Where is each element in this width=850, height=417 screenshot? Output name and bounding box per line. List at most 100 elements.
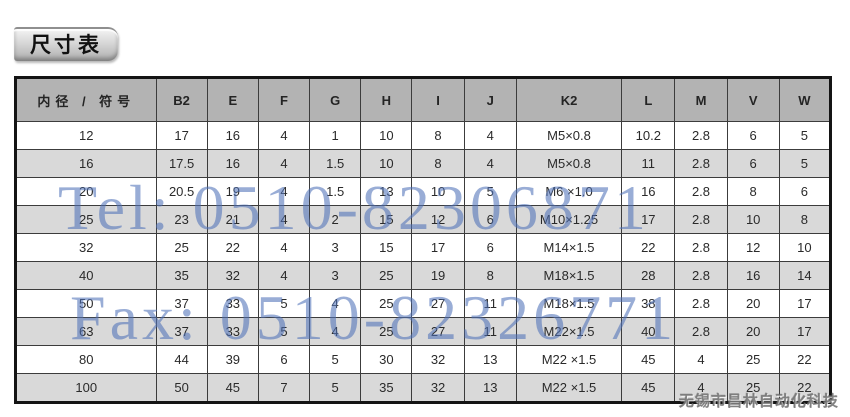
cell: 2.8: [674, 205, 728, 234]
cell: 20.5: [155, 177, 208, 206]
cell: 15: [360, 205, 413, 234]
cell: 2.8: [674, 233, 728, 262]
cell: 22: [621, 233, 676, 262]
cell: 28: [621, 261, 676, 290]
cell: M10×1.25: [515, 205, 623, 234]
cell: M22 ×1.5: [515, 373, 623, 403]
cell: 5: [463, 177, 517, 206]
cell: 38: [621, 289, 676, 318]
cell: 11: [463, 317, 517, 346]
cell: 45: [206, 373, 259, 403]
cell: 17.5: [155, 149, 208, 178]
cell: 13: [360, 177, 413, 206]
table-row: 32 25 22 4 3 15 17 6 M14×1.5 22 2.8 12 10: [15, 233, 832, 262]
column-header-1: B2: [155, 77, 208, 122]
cell: 1.5: [309, 149, 362, 178]
cell: 25: [155, 233, 208, 262]
cell: 37: [155, 289, 208, 318]
cell: 12: [411, 205, 465, 234]
cell: 33: [206, 317, 259, 346]
column-header-11: V: [726, 77, 780, 122]
cell: 13: [463, 373, 517, 403]
column-header-7: J: [463, 77, 517, 122]
cell: 50: [15, 289, 157, 318]
cell: 27: [411, 317, 465, 346]
cell: M18×1.5: [515, 261, 623, 290]
cell: 4: [257, 149, 311, 178]
cell: 21: [206, 205, 259, 234]
table-body: 12 17 16 4 1 10 8 4 M5×0.8 10.2 2.8 6 5 16 17.5 16 4 1.5 1…: [15, 121, 832, 403]
table-row: 80 44 39 6 5 30 32 13 M22 ×1.5 45 4 25 22: [15, 345, 832, 374]
page-title-tab: 尺寸表: [14, 27, 118, 61]
table-row: 20 20.5 19 4 1.5 13 10 5 M6 ×1.0 16 2.8 8 6: [15, 177, 832, 206]
cell: 4: [309, 289, 362, 318]
cell: 35: [155, 261, 208, 290]
cell: 16: [726, 261, 780, 290]
cell: 10.2: [621, 121, 676, 150]
cell: M6 ×1.0: [515, 177, 623, 206]
cell: 2: [309, 205, 362, 234]
cell: 5: [778, 149, 832, 178]
cell: 39: [206, 345, 259, 374]
cell: 5: [309, 373, 362, 403]
cell: 12: [15, 121, 157, 150]
cell: 25: [360, 317, 413, 346]
cell: 16: [15, 149, 157, 178]
cell: 10: [360, 121, 413, 150]
cell: 14: [778, 261, 832, 290]
cell: 2.8: [674, 289, 728, 318]
column-header-8: K2: [515, 77, 623, 122]
cell: 10: [726, 205, 780, 234]
cell: 5: [257, 317, 311, 346]
cell: 4: [309, 317, 362, 346]
cell: 22: [778, 373, 832, 403]
table-row: 12 17 16 4 1 10 8 4 M5×0.8 10.2 2.8 6 5: [15, 121, 832, 150]
cell: 6: [257, 345, 311, 374]
cell: 3: [309, 261, 362, 290]
cell: 8: [463, 261, 517, 290]
cell: 32: [206, 261, 259, 290]
cell: 25: [726, 345, 780, 374]
cell: 4: [257, 121, 311, 150]
cell: 5: [778, 121, 832, 150]
cell: 44: [155, 345, 208, 374]
cell: 19: [411, 261, 465, 290]
cell: 20: [726, 289, 780, 318]
cell: 4: [463, 121, 517, 150]
cell: 40: [621, 317, 676, 346]
cell: 100: [15, 373, 157, 403]
column-header-2: E: [206, 77, 259, 122]
cell: M5×0.8: [515, 149, 623, 178]
column-header-4: G: [309, 77, 362, 122]
cell: 1: [309, 121, 362, 150]
cell: 6: [463, 233, 517, 262]
column-header-12: W: [778, 77, 832, 122]
table-row: 25 23 21 4 2 15 12 6 M10×1.25 17 2.8 10 8: [15, 205, 832, 234]
cell: 17: [778, 317, 832, 346]
cell: 11: [621, 149, 676, 178]
cell: 22: [778, 345, 832, 374]
cell: 16: [206, 149, 259, 178]
cell: 45: [621, 345, 676, 374]
cell: 35: [360, 373, 413, 403]
cell: 4: [257, 177, 311, 206]
cell: 25: [360, 289, 413, 318]
cell: 8: [411, 121, 465, 150]
cell: 2.8: [674, 317, 728, 346]
cell: 8: [778, 205, 832, 234]
cell: 5: [309, 345, 362, 374]
cell: 12: [726, 233, 780, 262]
column-header-10: M: [674, 77, 728, 122]
table-row: 50 37 33 5 4 25 27 11 M18×1.5 38 2.8 20 17: [15, 289, 832, 318]
cell: 2.8: [674, 121, 728, 150]
cell: 4: [257, 261, 311, 290]
cell: 11: [463, 289, 517, 318]
cell: 25: [726, 373, 780, 403]
column-header-3: F: [257, 77, 311, 122]
cell: 8: [726, 177, 780, 206]
column-header-5: H: [360, 77, 413, 122]
cell: 15: [360, 233, 413, 262]
cell: 32: [411, 373, 465, 403]
cell: 6: [726, 121, 780, 150]
cell: M22 ×1.5: [515, 345, 623, 374]
